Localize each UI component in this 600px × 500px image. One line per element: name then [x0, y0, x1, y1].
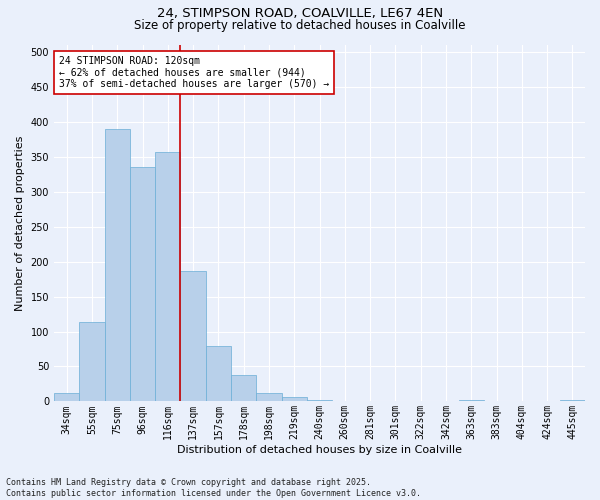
Text: 24 STIMPSON ROAD: 120sqm
← 62% of detached houses are smaller (944)
37% of semi-: 24 STIMPSON ROAD: 120sqm ← 62% of detach… — [59, 56, 329, 89]
Bar — [458, 400, 484, 402]
Text: 24, STIMPSON ROAD, COALVILLE, LE67 4EN: 24, STIMPSON ROAD, COALVILLE, LE67 4EN — [157, 8, 443, 20]
Bar — [79, 322, 104, 402]
Bar — [231, 375, 256, 402]
Bar — [181, 272, 206, 402]
Text: Contains HM Land Registry data © Crown copyright and database right 2025.
Contai: Contains HM Land Registry data © Crown c… — [6, 478, 421, 498]
Bar — [130, 168, 155, 402]
Bar — [155, 152, 181, 402]
Bar — [206, 346, 231, 402]
Bar — [307, 400, 332, 402]
Bar — [560, 400, 585, 402]
Text: Size of property relative to detached houses in Coalville: Size of property relative to detached ho… — [134, 19, 466, 32]
Bar — [104, 129, 130, 402]
X-axis label: Distribution of detached houses by size in Coalville: Distribution of detached houses by size … — [177, 445, 462, 455]
Bar — [256, 393, 281, 402]
Bar — [281, 397, 307, 402]
Y-axis label: Number of detached properties: Number of detached properties — [15, 136, 25, 311]
Bar — [54, 393, 79, 402]
